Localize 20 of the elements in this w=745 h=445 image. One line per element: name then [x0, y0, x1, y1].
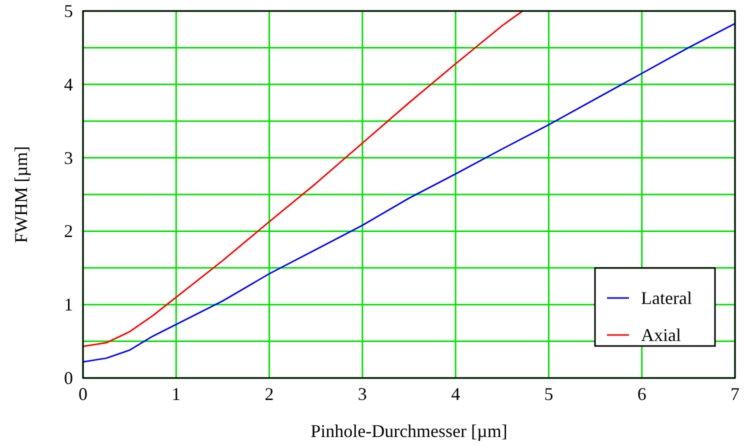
- x-tick-label: 3: [358, 384, 367, 404]
- x-tick-label: 0: [78, 384, 88, 404]
- legend-label: Axial: [641, 325, 681, 345]
- legend-label: Lateral: [641, 288, 692, 308]
- line-series: [83, 11, 524, 348]
- y-tick-label: 3: [64, 148, 73, 168]
- y-tick-label: 4: [64, 74, 73, 94]
- y-tick-label: 1: [64, 294, 73, 315]
- y-tick-label: 5: [64, 1, 73, 21]
- x-tick-label: 6: [637, 384, 646, 404]
- x-axis-title: Pinhole-Durchmesser [µm]: [310, 421, 508, 441]
- x-tick-label: 1: [172, 384, 181, 404]
- line-series: [83, 22, 735, 363]
- x-tick-label: 4: [451, 384, 460, 404]
- y-axis-title: FWHM [µm]: [11, 146, 31, 243]
- x-tick-label: 7: [730, 384, 740, 404]
- x-tick-label: 2: [264, 384, 274, 404]
- y-tick-label: 2: [64, 221, 73, 242]
- y-tick-label: 0: [64, 368, 73, 388]
- x-tick-label: 5: [544, 384, 554, 404]
